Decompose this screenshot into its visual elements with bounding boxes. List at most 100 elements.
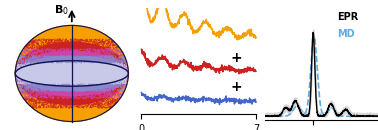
Point — [18, 59, 24, 61]
Point — [108, 71, 114, 73]
Point — [30, 87, 36, 89]
Point — [53, 77, 59, 79]
Point — [99, 56, 105, 58]
Point — [31, 83, 37, 85]
Point — [76, 69, 82, 71]
Point — [34, 90, 40, 92]
Point — [31, 88, 37, 90]
Point — [76, 102, 82, 104]
Point — [60, 64, 66, 66]
Point — [107, 89, 113, 91]
Point — [71, 81, 77, 83]
Point — [41, 91, 47, 93]
Point — [44, 88, 50, 90]
Point — [76, 61, 82, 63]
Point — [60, 112, 66, 115]
Point — [76, 88, 82, 90]
Point — [18, 72, 24, 74]
Point — [95, 49, 101, 51]
Point — [97, 40, 103, 43]
Point — [79, 66, 85, 69]
Point — [74, 45, 81, 47]
Point — [47, 44, 53, 46]
Point — [75, 65, 81, 67]
Point — [70, 24, 76, 27]
Point — [46, 57, 53, 59]
Point — [93, 75, 99, 77]
Point — [81, 37, 87, 39]
Point — [38, 73, 44, 75]
Point — [66, 33, 72, 35]
Point — [79, 45, 85, 47]
Point — [34, 63, 40, 65]
Point — [64, 95, 70, 97]
Point — [32, 97, 38, 99]
Point — [46, 54, 52, 57]
Point — [87, 56, 93, 58]
Point — [68, 83, 74, 85]
Point — [75, 60, 81, 62]
Point — [32, 104, 38, 106]
Point — [83, 31, 89, 33]
Point — [51, 73, 57, 75]
Point — [67, 54, 73, 56]
Point — [59, 71, 65, 73]
Point — [64, 27, 70, 29]
Point — [115, 93, 121, 95]
Point — [55, 88, 61, 90]
Point — [58, 107, 64, 109]
Point — [85, 99, 91, 101]
Point — [102, 73, 108, 75]
Point — [45, 86, 51, 89]
Point — [53, 118, 59, 120]
Point — [17, 56, 23, 58]
Point — [90, 92, 96, 94]
Point — [73, 46, 79, 48]
Point — [24, 74, 30, 76]
Point — [38, 65, 44, 67]
Point — [51, 51, 57, 54]
Point — [48, 80, 54, 82]
Point — [123, 80, 129, 82]
Point — [94, 37, 101, 39]
Point — [49, 84, 55, 86]
Point — [80, 34, 86, 36]
Point — [97, 95, 103, 98]
Point — [65, 118, 71, 120]
Point — [32, 52, 38, 54]
Point — [83, 36, 89, 38]
Point — [118, 89, 124, 91]
Point — [23, 89, 29, 91]
Point — [81, 37, 87, 39]
Point — [52, 33, 58, 35]
Point — [80, 95, 86, 98]
Point — [74, 88, 81, 90]
Point — [70, 77, 76, 79]
Point — [116, 85, 122, 87]
Point — [73, 41, 79, 43]
Point — [39, 108, 45, 110]
Point — [93, 44, 99, 46]
Point — [102, 80, 108, 83]
Point — [68, 98, 74, 100]
Point — [39, 47, 45, 50]
Point — [86, 74, 92, 76]
Point — [42, 95, 48, 97]
Point — [41, 69, 47, 71]
Point — [69, 100, 75, 102]
Point — [68, 44, 74, 47]
Point — [100, 66, 106, 68]
Point — [43, 61, 49, 63]
Point — [22, 84, 28, 86]
Point — [72, 51, 78, 54]
Point — [77, 115, 83, 118]
Point — [79, 47, 85, 50]
Point — [116, 94, 122, 96]
Point — [77, 92, 83, 94]
Point — [90, 73, 96, 75]
Point — [20, 90, 26, 92]
Point — [108, 76, 114, 78]
Point — [83, 43, 89, 46]
Point — [64, 46, 70, 48]
Point — [122, 79, 129, 81]
